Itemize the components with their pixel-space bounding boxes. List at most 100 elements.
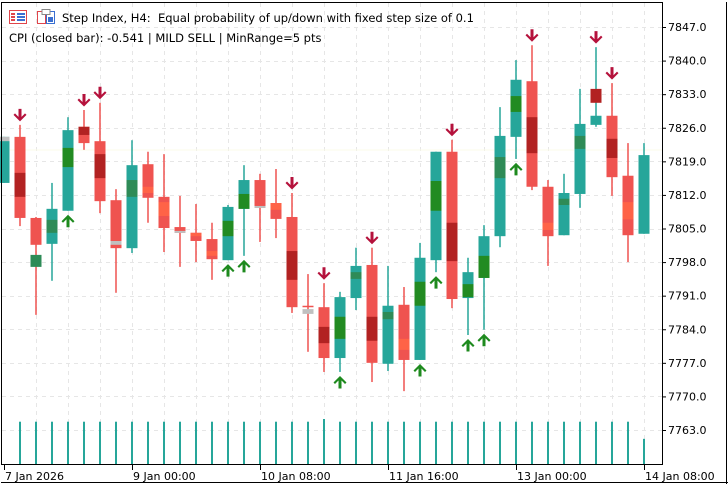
price-label: 7784.0: [668, 323, 707, 336]
volume-bar: [35, 421, 37, 465]
candle[interactable]: [558, 173, 570, 236]
candle-body: [558, 192, 570, 236]
candle[interactable]: [334, 291, 346, 372]
price-label: 7826.0: [668, 122, 707, 135]
cpi-zone-band: [350, 272, 362, 279]
candle-body: [590, 115, 602, 125]
cpi-zone-band: [158, 202, 170, 217]
volume-bar: [259, 421, 261, 465]
candle[interactable]: [238, 165, 250, 256]
cpi-zone-band: [414, 281, 426, 306]
candle[interactable]: [94, 102, 106, 214]
volume-bar: [419, 421, 421, 465]
sell-arrow-icon: [77, 93, 91, 107]
volume-bar: [339, 421, 341, 465]
sell-arrow-icon: [525, 29, 539, 42]
time-axis[interactable]: 7 Jan 2026 9 Jan 00:00 10 Jan 08:00 11 Jan …: [4, 465, 715, 483]
volume-bar: [83, 421, 85, 465]
candle[interactable]: [158, 154, 170, 253]
candle[interactable]: [190, 204, 202, 263]
candle[interactable]: [142, 151, 154, 223]
price-axis[interactable]: 7847.0 7840.0 7833.0 7826.0 7819.0 7812.0 7805…: [662, 21, 707, 437]
candle[interactable]: [222, 204, 234, 261]
candle[interactable]: [638, 143, 650, 234]
volume-bar: [387, 421, 389, 465]
candle[interactable]: [606, 83, 618, 196]
cpi-zone-band: [222, 220, 234, 237]
cpi-zone-band: [366, 316, 378, 341]
volume-bar: [179, 421, 181, 465]
volume-bar: [531, 421, 533, 465]
cpi-zone-band: [190, 232, 202, 237]
candle[interactable]: [590, 47, 602, 127]
candle[interactable]: [446, 139, 458, 309]
price-label: 7819.0: [668, 155, 707, 168]
candle[interactable]: [478, 225, 490, 330]
candle[interactable]: [622, 143, 634, 263]
cpi-zone-band: [126, 180, 138, 197]
candle[interactable]: [430, 151, 442, 273]
cpi-zone-band: [398, 338, 410, 350]
candle[interactable]: [494, 107, 506, 248]
volume-bar: [195, 421, 197, 465]
candle[interactable]: [14, 124, 26, 227]
cpi-status: CPI (closed bar): -0.541 | MILD SELL | M…: [9, 31, 322, 45]
cpi-zone-band: [254, 205, 266, 208]
cpi-zone-band: [542, 222, 554, 230]
candle[interactable]: [574, 88, 586, 208]
sell-arrow-icon: [589, 31, 603, 44]
candle[interactable]: [318, 283, 330, 372]
template-icon[interactable]: [37, 9, 55, 24]
buy-arrow-icon: [461, 339, 475, 352]
candle-body: [0, 136, 10, 183]
candle[interactable]: [78, 109, 90, 150]
buy-arrow-icon: [333, 375, 347, 389]
candle[interactable]: [110, 189, 122, 293]
cpi-zone-band: [606, 138, 618, 158]
candle[interactable]: [126, 140, 138, 253]
candle[interactable]: [462, 257, 474, 336]
candle[interactable]: [174, 195, 186, 267]
candle-body: [270, 203, 282, 219]
candle-body: [382, 305, 394, 364]
price-label: 7798.0: [668, 256, 707, 269]
candle[interactable]: [510, 60, 522, 159]
candle[interactable]: [286, 192, 298, 313]
candle[interactable]: [302, 274, 314, 352]
candle[interactable]: [62, 117, 74, 211]
candle-body: [574, 123, 586, 194]
candle[interactable]: [270, 169, 282, 239]
volume-bar: [611, 421, 613, 465]
candle[interactable]: [398, 287, 410, 392]
volume-bar: [595, 421, 597, 465]
candle[interactable]: [382, 265, 394, 371]
price-label: 7812.0: [668, 189, 707, 202]
candle[interactable]: [542, 180, 554, 266]
candle[interactable]: [350, 247, 362, 311]
candle[interactable]: [254, 173, 266, 242]
candle[interactable]: [46, 182, 58, 281]
candle[interactable]: [206, 222, 218, 280]
volume-bar: [515, 421, 517, 465]
cpi-zone-band: [174, 230, 186, 233]
cpi-zone-band: [46, 219, 58, 233]
candle[interactable]: [0, 136, 10, 183]
candle-body: [350, 265, 362, 299]
indicator-list-icon[interactable]: [9, 10, 27, 24]
candle-body: [414, 257, 426, 360]
sell-arrow-icon: [93, 86, 107, 100]
candles: [0, 45, 650, 392]
candle[interactable]: [526, 45, 538, 191]
volume-bars: [19, 419, 645, 465]
time-label: 7 Jan 2026: [5, 470, 64, 483]
candle-body: [126, 165, 138, 249]
candle[interactable]: [414, 242, 426, 360]
volume-bar: [291, 421, 293, 465]
signal-arrows: [13, 29, 619, 389]
cpi-zone-band: [574, 135, 586, 149]
candle[interactable]: [366, 247, 378, 383]
candle[interactable]: [30, 216, 42, 315]
price-label: 7791.0: [668, 290, 707, 303]
